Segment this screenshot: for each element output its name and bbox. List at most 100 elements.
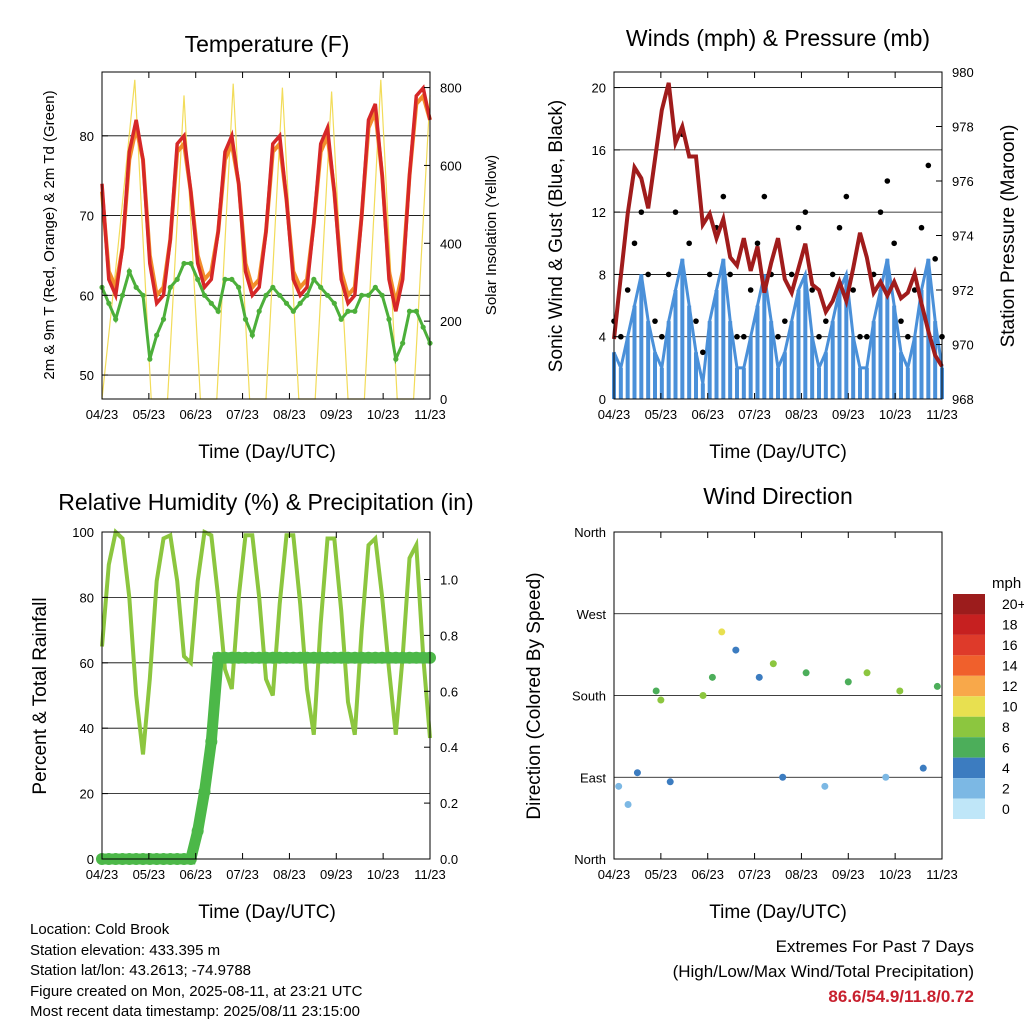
y-tick-label: 80 <box>80 590 94 605</box>
direction-point <box>755 673 763 681</box>
gust-point <box>618 333 624 340</box>
y-right-tick-label: 1.0 <box>440 573 458 588</box>
y-tick-label: West <box>577 607 607 622</box>
recent-timestamp: Most recent data timestamp: 2025/08/11 2… <box>30 1003 360 1020</box>
x-tick-label: 09/23 <box>320 867 353 882</box>
x-tick-label: 07/23 <box>226 407 259 422</box>
y-right-tick-label: 0.2 <box>440 796 458 811</box>
x-tick-label: 11/23 <box>926 407 958 422</box>
legend-label: 8 <box>1002 719 1010 735</box>
gust-point <box>857 333 863 340</box>
wind-direction-title: Wind Direction <box>703 483 853 509</box>
direction-point <box>633 769 641 777</box>
x-tick-label: 06/23 <box>691 867 724 882</box>
legend-swatch <box>953 757 985 779</box>
speed-legend-title: mph <box>992 575 1021 592</box>
gust-point <box>761 193 768 200</box>
y-right-tick-label: 980 <box>952 65 974 80</box>
direction-point <box>933 682 941 690</box>
y-right-tick-label: 600 <box>440 158 462 173</box>
y-tick-label: 40 <box>80 721 94 736</box>
x-tick-label: 09/23 <box>832 867 865 882</box>
gust-point <box>631 240 638 247</box>
direction-point <box>769 660 777 668</box>
direction-point <box>802 669 810 677</box>
gust-point <box>700 349 706 356</box>
humidity-ylabel: Percent & Total Rainfall <box>30 597 51 794</box>
gust-point <box>795 224 802 231</box>
wind-direction-ylabel: Direction (Colored By Speed) <box>524 572 545 819</box>
x-tick-label: 07/23 <box>738 867 771 882</box>
y-tick-label: South <box>572 689 606 704</box>
legend-label: 12 <box>1002 678 1018 694</box>
direction-point <box>919 764 927 772</box>
winds-panel: Winds (mph) & Pressure (mb) 0 4 8 12 16 20 968… <box>546 25 1019 463</box>
legend-swatch <box>953 634 985 656</box>
y-right-tick-label: 400 <box>440 236 462 251</box>
x-tick-label: 04/23 <box>598 407 631 422</box>
x-tick-label: 10/23 <box>879 407 912 422</box>
gust-point <box>686 240 692 247</box>
gust-point <box>659 333 665 340</box>
gust-point <box>734 333 740 340</box>
legend-swatch <box>953 655 985 676</box>
y-tick-label: 60 <box>80 656 94 671</box>
humidity-title: Relative Humidity (%) & Precipitation (i… <box>58 489 473 515</box>
pressure-line <box>612 82 944 368</box>
temperature-plot-frame <box>101 71 431 400</box>
x-tick-label: 11/23 <box>926 867 958 882</box>
gust-point <box>809 287 815 293</box>
gust-point <box>665 271 672 278</box>
winds-ylabel: Sonic Wind & Gust (Blue, Black) <box>546 100 567 372</box>
humidity-panel: Relative Humidity (%) & Precipitation (i… <box>30 489 474 923</box>
direction-point <box>844 678 852 686</box>
x-tick-label: 06/23 <box>179 867 212 882</box>
gust-point <box>720 193 727 200</box>
y-tick-label: North <box>574 525 606 540</box>
wind-direction-plot-frame <box>613 531 943 860</box>
legend-swatch <box>953 614 985 635</box>
y-right-tick-label: 972 <box>952 283 974 298</box>
gust-point <box>925 162 932 169</box>
extremes-title: Extremes For Past 7 Days <box>775 937 974 956</box>
gust-point <box>836 224 843 231</box>
x-tick-label: 04/23 <box>86 867 119 882</box>
y-tick-label: 0 <box>599 392 606 407</box>
temperature-xlabel: Time (Day/UTC) <box>198 442 336 463</box>
humidity-line <box>100 528 432 755</box>
x-tick-label: 08/23 <box>785 867 818 882</box>
x-tick-label: 10/23 <box>367 407 400 422</box>
x-tick-label: 05/23 <box>133 867 166 882</box>
gust-point <box>782 318 788 324</box>
wind-line <box>612 258 944 384</box>
y-tick-label: 50 <box>80 368 94 383</box>
gust-point <box>898 318 904 324</box>
y-tick-label: 12 <box>592 205 606 220</box>
y-right-tick-label: 968 <box>952 392 974 407</box>
legend-swatch <box>953 696 985 717</box>
direction-point <box>708 673 716 681</box>
extremes-block: Extremes For Past 7 Days (High/Low/Max W… <box>673 934 974 1009</box>
gust-point <box>727 271 733 278</box>
gust-point <box>932 256 938 262</box>
gust-point <box>693 318 699 324</box>
extremes-values: 86.6/54.9/11.8/0.72 <box>828 987 974 1006</box>
x-tick-label: 07/23 <box>738 407 771 422</box>
legend-label: 16 <box>1002 637 1018 653</box>
gust-point <box>918 224 925 231</box>
winds-ylabel-right: Station Pressure (Maroon) <box>998 125 1019 348</box>
gust-point <box>864 333 870 340</box>
direction-point <box>652 687 660 695</box>
y-tick-label: 8 <box>599 267 606 282</box>
figure-created: Figure created on Mon, 2025-08-11, at 23… <box>30 982 363 1000</box>
x-tick-label: 08/23 <box>785 407 818 422</box>
dewpoint-line <box>100 261 432 365</box>
wind-direction-panel: Wind Direction 04/23 05/23 06/23 07/23 08/23… <box>524 483 1024 923</box>
x-tick-label: 09/23 <box>832 407 865 422</box>
direction-point <box>615 782 623 790</box>
x-tick-label: 04/23 <box>598 867 631 882</box>
gust-point <box>741 333 747 340</box>
y-right-tick-label: 978 <box>952 120 974 135</box>
direction-point <box>821 782 829 790</box>
